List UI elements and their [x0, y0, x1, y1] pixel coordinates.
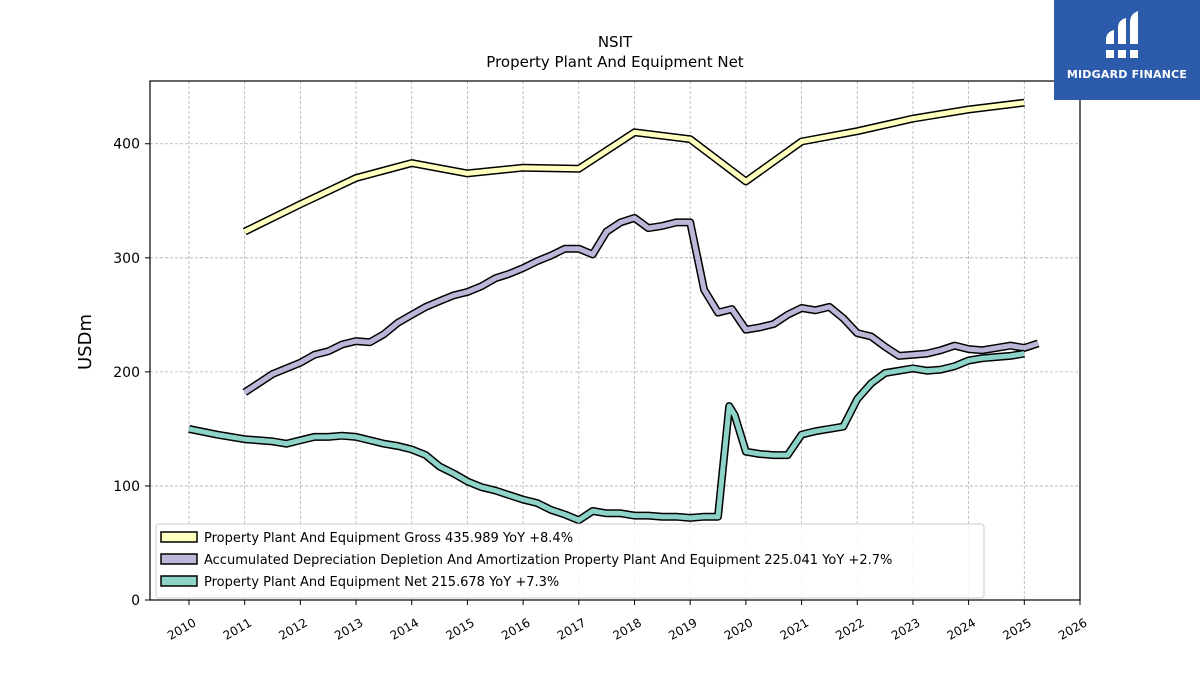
x-tick-label: 2022 [833, 615, 866, 642]
x-tick-label: 2020 [722, 615, 755, 642]
legend-label: Accumulated Depreciation Depletion And A… [204, 553, 892, 568]
legend-box [155, 523, 985, 599]
brand-logo-text: MIDGARD FINANCE [1066, 68, 1188, 81]
legend-swatch [160, 531, 198, 543]
x-tick-label: 2014 [388, 615, 421, 642]
midgard-logo-icon [1104, 11, 1144, 58]
plot-frame [149, 80, 1081, 601]
y-axis-label: USDm [75, 314, 96, 370]
legend-label: Property Plant And Equipment Net 215.678… [204, 575, 559, 590]
y-tick-label: 100 [113, 479, 140, 495]
y-tick-label: 300 [113, 251, 140, 267]
series-lines [188, 98, 1040, 525]
y-tick-label: 200 [113, 365, 140, 381]
x-tick-label: 2013 [332, 615, 365, 642]
x-tick-label: 2016 [499, 615, 532, 642]
x-tick-label: 2026 [1056, 615, 1089, 642]
grid [150, 81, 1081, 601]
brand-logo: MIDGARD FINANCE [1054, 0, 1200, 100]
x-tick-label: 2015 [443, 615, 476, 642]
x-tick-label: 2011 [221, 615, 254, 642]
chart-subtitle: Property Plant And Equipment Net [486, 53, 743, 71]
legend-swatch [160, 575, 198, 587]
y-tick-label: 0 [131, 593, 140, 609]
series-line [243, 100, 1025, 234]
x-tick-label: 2025 [1000, 615, 1033, 642]
x-tick-label: 2018 [611, 615, 644, 642]
chart-title: NSIT [598, 33, 633, 51]
legend: Property Plant And Equipment Gross 435.9… [155, 523, 985, 599]
x-tick-label: 2017 [555, 615, 588, 642]
x-tick-label: 2021 [778, 615, 811, 642]
x-tick-label: 2023 [889, 615, 922, 642]
series-line [188, 351, 1025, 523]
x-tick-label: 2012 [276, 615, 309, 642]
x-tick-label: 2010 [165, 615, 198, 642]
x-tick-label: 2024 [945, 615, 978, 642]
legend-label: Property Plant And Equipment Gross 435.9… [204, 531, 573, 546]
series-line [243, 215, 1039, 395]
x-tick-label: 2019 [666, 615, 699, 642]
legend-swatch [160, 553, 198, 565]
y-tick-label: 400 [113, 137, 140, 153]
